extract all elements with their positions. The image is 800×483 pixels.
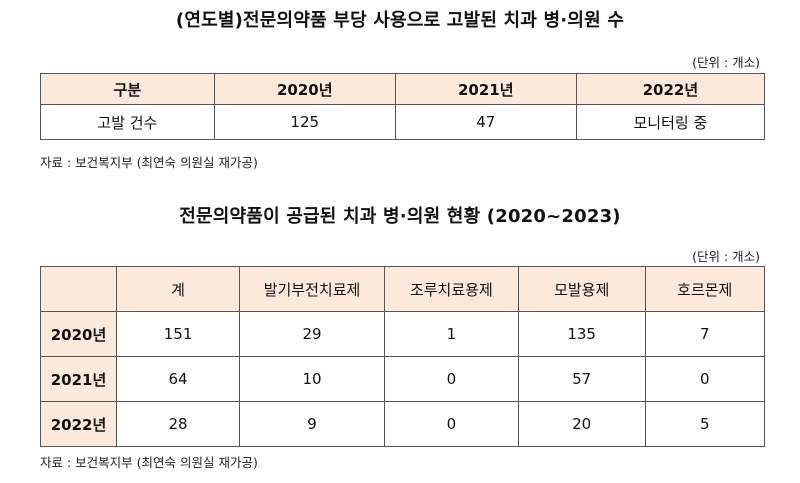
header-2020: 2020년 (213, 73, 396, 105)
header-hair-drug: 모발용제 (517, 266, 646, 312)
cell-value: 0 (383, 401, 519, 447)
cell-value: 1 (383, 311, 519, 357)
cell-value: 5 (644, 401, 766, 447)
cell-value: 135 (517, 311, 646, 357)
row-label: 고발 건수 (40, 104, 215, 140)
table-row: 2022년 28 9 0 20 5 (39, 401, 766, 447)
cell-value: 0 (383, 356, 519, 402)
cell-value: 10 (239, 356, 385, 402)
row-label: 2020년 (39, 311, 118, 357)
cell-value: 29 (239, 311, 385, 357)
cell-value: 151 (116, 311, 241, 357)
section1-title: (연도별)전문의약품 부당 사용으로 고발된 치과 병·의원 수 (175, 10, 625, 31)
table-header-row: 구분 2020년 2021년 2022년 (40, 73, 766, 105)
header-category: 구분 (40, 73, 215, 105)
cell-value: 20 (517, 401, 646, 447)
row-label: 2022년 (39, 401, 118, 447)
section1-unit-note: (단위 : 개소) (692, 55, 760, 70)
cell-value: 125 (213, 104, 396, 140)
row-label: 2021년 (39, 356, 118, 402)
section1-source-note: 자료 : 보건복지부 (최연숙 의원실 재가공) (40, 155, 258, 170)
cell-value: 64 (116, 356, 241, 402)
header-pe-drug: 조루치료용제 (383, 266, 519, 312)
header-total: 계 (116, 266, 241, 312)
cell-value: 28 (116, 401, 241, 447)
table-row: 2021년 64 10 0 57 0 (39, 356, 766, 402)
cell-value: 57 (517, 356, 646, 402)
complaint-table: 구분 2020년 2021년 2022년 고발 건수 125 47 모니터링 중 (40, 73, 766, 140)
header-empty (39, 266, 118, 312)
header-hormone-drug: 호르몬제 (644, 266, 766, 312)
section2-source-note: 자료 : 보건복지부 (최연숙 의원실 재가공) (40, 455, 258, 470)
section2-title: 전문의약품이 공급된 치과 병·의원 현황 (2020~2023) (179, 206, 621, 227)
header-ed-drug: 발기부전치료제 (239, 266, 385, 312)
cell-value: 0 (644, 356, 766, 402)
cell-value: 모니터링 중 (575, 104, 766, 140)
section2-unit-note: (단위 : 개소) (692, 249, 760, 264)
table-row: 2020년 151 29 1 135 7 (39, 311, 766, 357)
header-2021: 2021년 (394, 73, 577, 105)
table-row: 고발 건수 125 47 모니터링 중 (40, 104, 766, 140)
cell-value: 9 (239, 401, 385, 447)
header-2022: 2022년 (575, 73, 766, 105)
cell-value: 47 (394, 104, 577, 140)
table-header-row: 계 발기부전치료제 조루치료용제 모발용제 호르몬제 (39, 266, 766, 312)
cell-value: 7 (644, 311, 766, 357)
supply-table: 계 발기부전치료제 조루치료용제 모발용제 호르몬제 2020년 151 29 … (39, 266, 766, 447)
